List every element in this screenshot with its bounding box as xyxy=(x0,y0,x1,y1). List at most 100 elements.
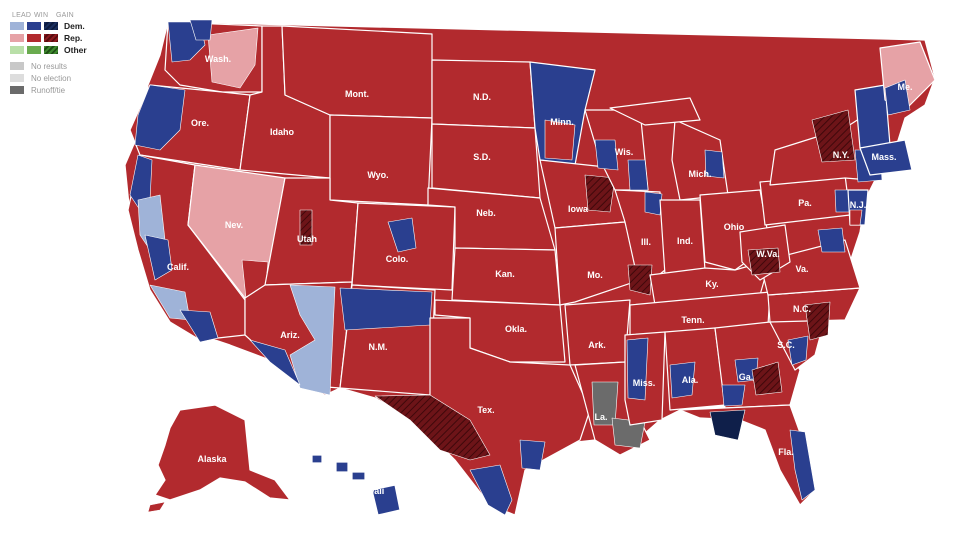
label-nv: Nev. xyxy=(225,220,243,230)
label-ne: Neb. xyxy=(476,208,496,218)
legend-row-rep: Rep. xyxy=(10,33,130,43)
state-mo[interactable] xyxy=(554,221,641,306)
legend-col-lead: LEAD xyxy=(12,12,32,19)
district-nc-gain[interactable] xyxy=(804,301,831,341)
district-wa-lead[interactable] xyxy=(207,27,259,89)
legend-label-no-election: No election xyxy=(31,73,72,83)
state-ar[interactable] xyxy=(564,299,631,366)
legend-swatch-other-gain xyxy=(44,46,58,54)
state-hi-4[interactable] xyxy=(371,484,401,516)
legend: LEAD WIN GAIN Dem. Rep. Other No results… xyxy=(10,12,130,95)
district-ca-bay[interactable] xyxy=(144,234,173,281)
district-ga-gain[interactable] xyxy=(751,361,783,396)
district-ga-south[interactable] xyxy=(721,384,746,407)
label-ia: Iowa xyxy=(568,204,589,214)
district-fl-gain[interactable] xyxy=(709,409,746,441)
district-mi-detroit[interactable] xyxy=(704,149,725,179)
district-sc-coast[interactable] xyxy=(787,335,809,366)
label-wv: W.Va. xyxy=(756,249,780,259)
district-me-south[interactable] xyxy=(884,79,911,116)
district-nm-north[interactable] xyxy=(339,287,433,331)
legend-swatch-other-lead xyxy=(10,46,24,54)
district-ms-delta[interactable] xyxy=(626,337,649,401)
label-ny: N.Y. xyxy=(833,150,850,160)
state-mi-upper[interactable] xyxy=(609,97,701,126)
label-ky: Ky. xyxy=(705,279,718,289)
district-az-lead[interactable] xyxy=(289,284,336,396)
label-tx: Tex. xyxy=(477,405,494,415)
label-wi: Wis. xyxy=(615,147,633,157)
state-mt[interactable] xyxy=(281,25,433,119)
legend-swatch-other-win xyxy=(27,46,41,54)
district-wa-north[interactable] xyxy=(189,19,213,41)
label-ks: Kan. xyxy=(495,269,515,279)
district-wv-gain[interactable] xyxy=(747,247,781,276)
legend-swatch-runoff xyxy=(10,86,24,94)
state-va[interactable] xyxy=(759,239,861,296)
label-ut: Utah xyxy=(297,234,317,244)
legend-row-no-election: No election xyxy=(10,73,130,83)
state-hi-2[interactable] xyxy=(335,461,349,473)
district-ut-gain[interactable] xyxy=(299,209,313,246)
label-mi: Mich. xyxy=(688,169,711,179)
legend-swatch-rep-win xyxy=(27,34,41,42)
legend-col-gain: GAIN xyxy=(56,12,74,19)
label-hi: Hawaii xyxy=(356,486,385,496)
legend-label-rep: Rep. xyxy=(64,33,83,43)
label-in: Ind. xyxy=(677,236,693,246)
legend-header: LEAD WIN GAIN xyxy=(12,12,130,19)
legend-row-other: Other xyxy=(10,45,130,55)
district-va-nova[interactable] xyxy=(817,227,846,253)
district-tx-south[interactable] xyxy=(469,464,513,516)
label-co: Colo. xyxy=(386,254,409,264)
alaska-aleutians[interactable] xyxy=(147,501,166,513)
legend-swatch-no-election xyxy=(10,74,24,82)
state-hi-1[interactable] xyxy=(311,454,323,464)
district-or-coast[interactable] xyxy=(134,84,186,151)
district-tx-houston[interactable] xyxy=(519,439,546,471)
label-nj: N.J. xyxy=(850,200,867,210)
state-ma[interactable] xyxy=(859,139,913,176)
district-il-gain[interactable] xyxy=(627,264,653,296)
legend-label-runoff: Runoff/tie xyxy=(31,85,66,95)
district-il-chicago[interactable] xyxy=(644,191,663,216)
state-hi-3[interactable] xyxy=(351,471,366,481)
label-al: Ala. xyxy=(682,375,699,385)
legend-swatch-dem-win xyxy=(27,22,41,30)
district-ny-upstate-gain[interactable] xyxy=(811,109,856,163)
label-ok: Okla. xyxy=(505,324,527,334)
label-sc: S.C. xyxy=(777,340,795,350)
label-sd: S.D. xyxy=(473,152,491,162)
legend-swatch-rep-lead xyxy=(10,34,24,42)
district-co-denver[interactable] xyxy=(387,217,417,253)
state-ak[interactable] xyxy=(154,404,291,501)
district-ca-la[interactable] xyxy=(179,309,219,343)
label-id: Idaho xyxy=(270,127,295,137)
state-wy[interactable] xyxy=(329,114,433,206)
legend-col-win: WIN xyxy=(34,12,49,19)
district-az-south[interactable] xyxy=(249,339,301,386)
label-nc: N.C. xyxy=(793,304,811,314)
label-wa: Wash. xyxy=(205,54,231,64)
legend-row-no-results: No results xyxy=(10,61,130,71)
legend-swatch-dem-gain xyxy=(44,22,58,30)
legend-row-dem: Dem. xyxy=(10,21,130,31)
legend-row-runoff: Runoff/tie xyxy=(10,85,130,95)
legend-label-other: Other xyxy=(64,45,87,55)
district-al-black-belt[interactable] xyxy=(669,361,696,399)
label-tn: Tenn. xyxy=(681,315,704,325)
label-mn: Minn. xyxy=(550,117,574,127)
label-ak: Alaska xyxy=(197,454,227,464)
district-ia-gain[interactable] xyxy=(584,174,616,213)
label-il: Ill. xyxy=(641,237,651,247)
district-wi-west[interactable] xyxy=(594,139,619,171)
district-wi-east[interactable] xyxy=(627,159,649,191)
label-or: Ore. xyxy=(191,118,209,128)
district-fl-east[interactable] xyxy=(789,429,816,501)
label-oh: Ohio xyxy=(724,222,745,232)
district-nj-south[interactable] xyxy=(849,209,863,226)
district-mn-north[interactable] xyxy=(544,119,576,161)
district-tx-west-gain[interactable] xyxy=(374,394,491,461)
legend-swatch-dem-lead xyxy=(10,22,24,30)
